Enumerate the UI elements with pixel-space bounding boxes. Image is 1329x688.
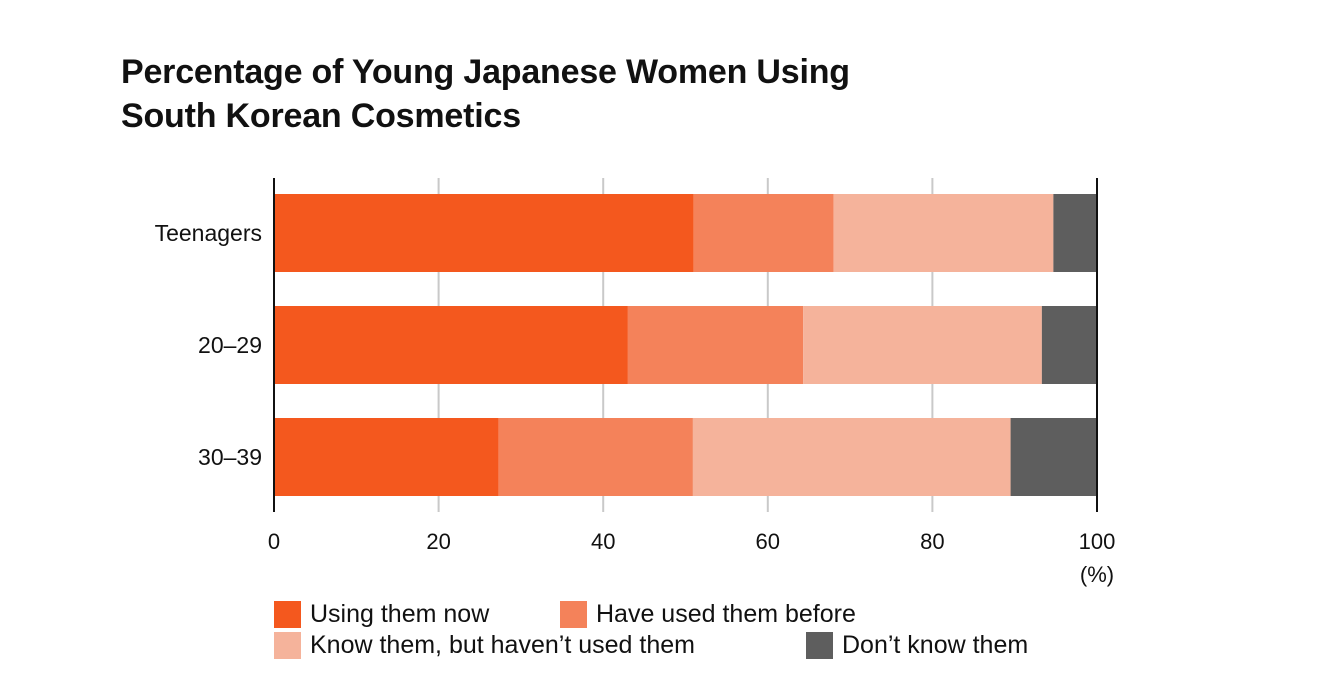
category-label-3: 30–39 (198, 444, 262, 470)
bar-segment-3-4 (1010, 418, 1097, 496)
legend-swatch-1 (274, 600, 301, 628)
bar-segment-3-1 (274, 418, 499, 496)
bar-segment-1-4 (1053, 194, 1097, 272)
x-unit-label: (%) (1080, 562, 1114, 587)
bar-segment-2-4 (1041, 306, 1097, 384)
legend-item-1: Using them now (274, 600, 489, 628)
legend-label-2: Have used them before (596, 600, 856, 628)
bar-segment-2-2 (627, 306, 804, 384)
x-tick-label-40: 40 (591, 529, 615, 554)
x-tick-label-0: 0 (268, 529, 280, 554)
category-label-2: 20–29 (198, 332, 262, 358)
legend-label-3: Know them, but haven’t used them (310, 631, 695, 659)
bar-segment-2-3 (803, 306, 1042, 384)
chart-title-line-1: Percentage of Young Japanese Women Using (121, 53, 850, 91)
bar-segment-2-1 (274, 306, 628, 384)
x-tick-label-80: 80 (920, 529, 944, 554)
legend-swatch-2 (560, 600, 587, 628)
bar-segment-1-1 (274, 194, 694, 272)
bars (274, 194, 1097, 496)
bar-segment-1-3 (833, 194, 1054, 272)
legend-swatch-4 (806, 631, 833, 659)
x-tick-label-100: 100 (1079, 529, 1116, 554)
legend-item-2: Have used them before (560, 600, 856, 628)
legend-swatch-3 (274, 631, 301, 659)
legend-label-1: Using them now (310, 600, 490, 628)
bar-segment-3-3 (692, 418, 1011, 496)
x-tick-label-60: 60 (756, 529, 780, 554)
bar-segment-3-2 (498, 418, 693, 496)
bar-segment-1-2 (693, 194, 834, 272)
chart-title: Percentage of Young Japanese Women Using… (121, 50, 1121, 138)
legend-item-4: Don’t know them (806, 631, 1028, 659)
legend-item-3: Know them, but haven’t used them (274, 631, 695, 659)
legend-label-4: Don’t know them (842, 631, 1029, 659)
axes (273, 178, 1098, 512)
x-tick-label-20: 20 (426, 529, 450, 554)
chart-title-line-2: South Korean Cosmetics (121, 97, 521, 135)
axis-labels: Teenagers 20–29 30–39 0 20 40 60 80 100 (%) (155, 220, 1116, 587)
category-label-1: Teenagers (155, 220, 262, 246)
